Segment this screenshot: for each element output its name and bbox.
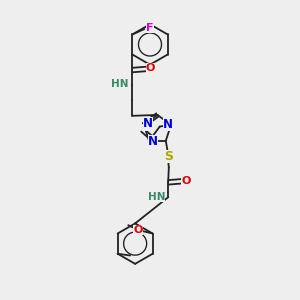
- Text: O: O: [133, 225, 142, 235]
- Text: F: F: [146, 23, 154, 33]
- Text: N: N: [143, 117, 153, 130]
- Text: N: N: [148, 135, 158, 148]
- Text: S: S: [164, 150, 173, 163]
- Text: O: O: [146, 63, 155, 73]
- Text: HN: HN: [148, 192, 165, 202]
- Text: HN: HN: [111, 79, 129, 89]
- Text: N: N: [163, 118, 173, 131]
- Text: O: O: [181, 176, 191, 186]
